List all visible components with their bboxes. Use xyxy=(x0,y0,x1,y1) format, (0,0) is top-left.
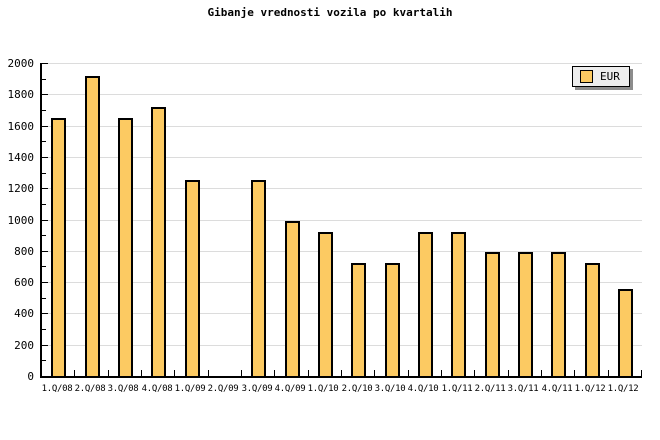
x-axis-label: 2.Q/10 xyxy=(341,384,373,394)
x-tick xyxy=(474,370,475,376)
x-tick xyxy=(141,370,142,376)
y-axis-label: 1600 xyxy=(7,120,35,133)
x-tick xyxy=(441,370,442,376)
y-major-tick xyxy=(42,313,48,315)
y-major-tick xyxy=(42,63,48,64)
bar-2.Q/08 xyxy=(85,76,100,376)
y-minor-tick xyxy=(42,297,46,299)
x-tick xyxy=(508,370,509,376)
x-axis-label: 1.Q/12 xyxy=(574,384,606,394)
legend: EUR xyxy=(572,66,630,87)
bar-3.Q/10 xyxy=(385,263,400,376)
y-minor-tick xyxy=(42,172,46,174)
x-axis-label: 4.Q/08 xyxy=(141,384,173,394)
bar-2.Q/11 xyxy=(485,252,500,376)
bar-1.Q/09 xyxy=(185,180,200,376)
x-axis-label: 2.Q/08 xyxy=(74,384,106,394)
y-axis-label: 1400 xyxy=(7,151,35,164)
bar-1.Q/11 xyxy=(451,232,466,376)
bar-3.Q/08 xyxy=(118,118,133,376)
y-minor-tick xyxy=(42,141,46,143)
x-axis-label: 1.Q/10 xyxy=(307,384,339,394)
bar-3.Q/11 xyxy=(518,252,533,376)
y-axis-label: 800 xyxy=(14,245,34,258)
y-minor-tick xyxy=(42,266,46,268)
y-major-tick xyxy=(42,282,48,284)
bar-1.Q/12 xyxy=(618,289,633,376)
y-axis-label: 600 xyxy=(14,276,34,289)
x-axis-label: 4.Q/09 xyxy=(274,384,306,394)
x-axis-label: 3.Q/11 xyxy=(507,384,539,394)
y-major-tick xyxy=(42,156,48,158)
x-tick xyxy=(608,370,609,376)
y-minor-tick xyxy=(42,109,46,111)
x-axis-label: 1.Q/11 xyxy=(441,384,473,394)
y-axis-label: 200 xyxy=(14,339,34,352)
x-tick xyxy=(74,370,75,376)
legend-label: EUR xyxy=(600,70,620,83)
bar-4.Q/09 xyxy=(285,221,300,376)
y-axis-label: 1200 xyxy=(7,182,35,195)
y-major-tick xyxy=(42,94,48,96)
y-axis-label: 0 xyxy=(27,370,34,383)
gridline xyxy=(42,63,642,64)
x-axis-label: 4.Q/11 xyxy=(541,384,573,394)
x-tick xyxy=(374,370,375,376)
x-axis-label: 4.Q/10 xyxy=(407,384,439,394)
chart-title: Gibanje vrednosti vozila po kvartalih xyxy=(207,6,453,19)
y-major-tick xyxy=(42,125,48,127)
gridline xyxy=(42,94,642,96)
x-axis-label: 2.Q/11 xyxy=(474,384,506,394)
bar-1.Q/08 xyxy=(51,118,66,376)
y-axis-label: 2000 xyxy=(7,57,35,70)
x-tick xyxy=(308,370,309,376)
bar-4.Q/10 xyxy=(418,232,433,376)
x-tick xyxy=(408,370,409,376)
y-major-tick xyxy=(42,219,48,221)
bar-4.Q/11 xyxy=(551,252,566,376)
x-tick xyxy=(574,370,575,376)
x-tick xyxy=(108,370,109,376)
x-axis-label: 1.Q/08 xyxy=(41,384,73,394)
x-tick xyxy=(641,370,642,376)
x-axis-label: 2.Q/09 xyxy=(207,384,239,394)
y-major-tick xyxy=(42,188,48,190)
y-minor-tick xyxy=(42,235,46,237)
y-minor-tick xyxy=(42,203,46,205)
x-tick xyxy=(174,370,175,376)
x-axis-label: 1.Q/09 xyxy=(174,384,206,394)
x-axis-label: 3.Q/10 xyxy=(374,384,406,394)
x-axis-label: 3.Q/08 xyxy=(107,384,139,394)
y-axis-label: 1000 xyxy=(7,214,35,227)
bar-4.Q/08 xyxy=(151,107,166,376)
y-minor-tick xyxy=(42,360,46,362)
bar-1.Q/12 xyxy=(585,263,600,376)
plot-area xyxy=(40,63,642,378)
x-tick xyxy=(241,370,242,376)
y-minor-tick xyxy=(42,329,46,331)
x-tick xyxy=(208,370,209,376)
bar-3.Q/09 xyxy=(251,180,266,376)
y-axis-label: 400 xyxy=(14,307,34,320)
x-axis-label: 1.Q/12 xyxy=(607,384,639,394)
legend-swatch-icon xyxy=(580,70,593,83)
y-axis-label: 1800 xyxy=(7,88,35,101)
x-tick xyxy=(274,370,275,376)
x-tick xyxy=(341,370,342,376)
bar-2.Q/10 xyxy=(351,263,366,376)
bar-1.Q/10 xyxy=(318,232,333,376)
y-major-tick xyxy=(42,344,48,346)
x-tick xyxy=(541,370,542,376)
x-axis-label: 3.Q/09 xyxy=(241,384,273,394)
y-major-tick xyxy=(42,250,48,252)
y-minor-tick xyxy=(42,78,46,80)
